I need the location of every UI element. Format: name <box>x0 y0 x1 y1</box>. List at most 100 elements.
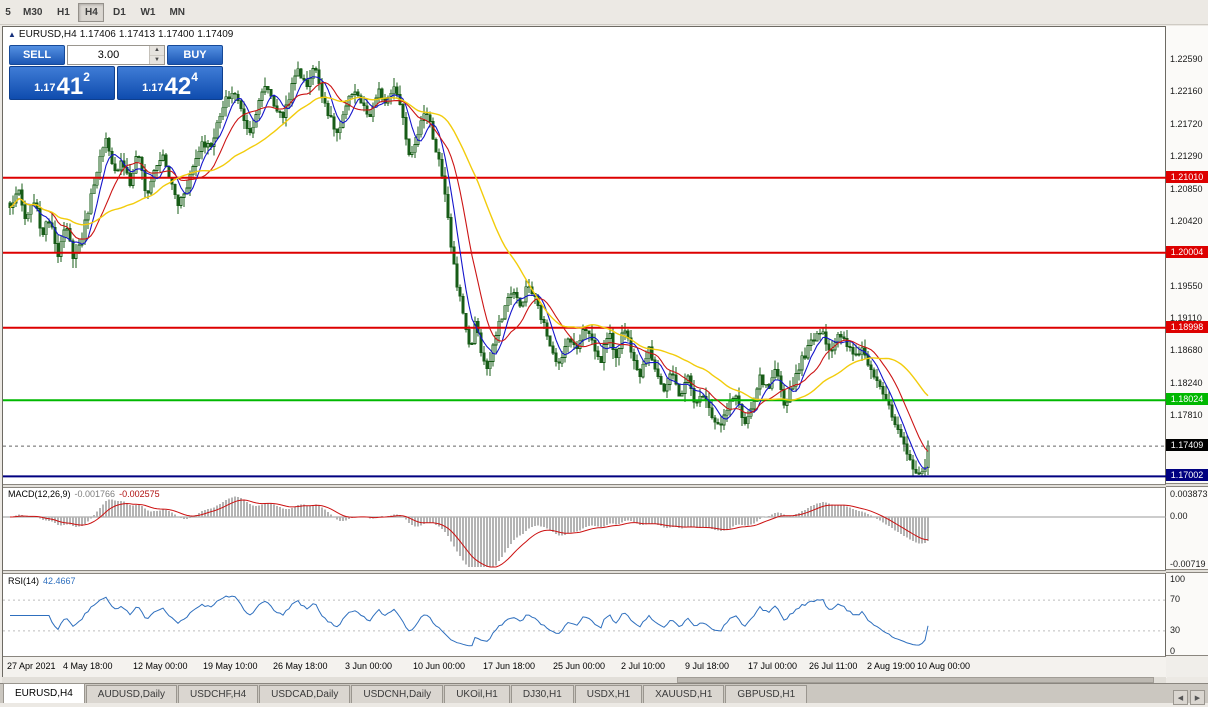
price-axis[interactable]: 1.22590 1.22160 1.21720 1.21290 1.20850 1.204… <box>1166 26 1208 677</box>
rsi-name: RSI(14) <box>8 576 40 586</box>
tab-scroll-right-icon[interactable]: ▶ <box>1190 690 1205 705</box>
price-tick-label: 1.20850 <box>1170 184 1203 194</box>
time-axis-label: 26 Jul 11:00 <box>809 661 858 671</box>
quote-close: 1.17409 <box>197 29 234 40</box>
time-axis-label: 19 May 10:00 <box>203 661 258 671</box>
price-level-label-1.20004: 1.20004 <box>1166 246 1208 258</box>
price-tick-label: 1.19110 <box>1170 313 1202 323</box>
sell-price-pips: 41 <box>56 72 84 100</box>
time-axis-label: 27 Apr 2021 <box>7 661 56 671</box>
chart-tab-ukoil-h1[interactable]: UKOil,H1 <box>444 685 510 703</box>
time-axis-label: 17 Jun 18:00 <box>483 661 536 671</box>
scrollbar-thumb[interactable] <box>677 677 1155 683</box>
sell-button[interactable]: SELL <box>9 45 65 65</box>
chart-tab-dj30-h1[interactable]: DJ30,H1 <box>510 685 574 703</box>
rsi-scale-label: 100 <box>1170 574 1186 584</box>
time-axis-strip <box>3 657 1167 678</box>
tab-scroll-arrows: ◀ ▶ <box>1173 690 1205 705</box>
buy-price-button[interactable]: 1.17 42 4 <box>117 66 223 100</box>
chart-tab-usdchf-h4[interactable]: USDCHF,H4 <box>178 685 259 703</box>
chart-tab-usdcad-daily[interactable]: USDCAD,Daily <box>259 685 351 703</box>
quote-symbol: EURUSD,H4 <box>18 29 77 40</box>
rsi-value: 42.4667 <box>43 576 76 586</box>
price-tick-label: 1.18680 <box>1170 345 1203 355</box>
candlesticks <box>8 61 930 477</box>
tab-scroll-left-icon[interactable]: ◀ <box>1173 690 1188 705</box>
quote-high: 1.17413 <box>118 29 156 40</box>
price-tick-label: 1.21720 <box>1170 119 1203 129</box>
chart-panel[interactable]: ▲ EURUSD,H4 1.17406 1.17413 1.17400 1.17409 S… <box>2 26 1167 678</box>
buy-price-pips: 42 <box>164 72 192 100</box>
price-tick-label: 1.22590 <box>1170 54 1203 64</box>
time-axis[interactable]: 27 Apr 2021 4 May 18:00 12 May 00:00 19 May… <box>3 657 1165 678</box>
quote-open: 1.17406 <box>79 29 116 40</box>
price-tick-label: 1.21290 <box>1170 151 1203 161</box>
macd-scale-label: -0.00719 <box>1170 559 1206 569</box>
timeframe-button-m30[interactable]: M30 <box>23 6 43 18</box>
rsi-label: RSI(14) 42.4667 <box>8 576 80 586</box>
macd-histogram <box>12 496 929 567</box>
chart-tab-gbpusd-h1[interactable]: GBPUSD,H1 <box>725 685 808 703</box>
price-tick-label: 1.19550 <box>1170 281 1203 291</box>
timeframe-button-h1[interactable]: H1 <box>57 6 70 18</box>
price-level-label-1.18998: 1.18998 <box>1166 321 1208 333</box>
volume-up-button[interactable]: ▲ <box>150 46 164 56</box>
time-axis-label: 4 May 18:00 <box>63 661 113 671</box>
chart-tab-bar: EURUSD,H4 AUDUSD,Daily USDCHF,H4 USDCAD,Dai… <box>0 683 1208 703</box>
quote-header: ▲ EURUSD,H4 1.17406 1.17413 1.17400 1.17409 <box>8 29 236 40</box>
macd-signal-line <box>9 499 929 568</box>
pane-splitter[interactable] <box>1166 569 1208 573</box>
one-click-collapse-icon[interactable]: ▲ <box>8 30 16 39</box>
time-axis-label: 2 Aug 19:00 <box>867 661 916 671</box>
sell-price-prefix: 1.17 <box>34 82 56 94</box>
price-level-label-1.18024: 1.18024 <box>1166 393 1208 405</box>
time-axis-label: 3 Jun 00:00 <box>345 661 393 671</box>
time-axis-label: 10 Jun 00:00 <box>413 661 466 671</box>
volume-down-button[interactable]: ▼ <box>150 55 164 64</box>
time-axis-label: 10 Aug 00:00 <box>917 661 971 671</box>
horizontal-scrollbar[interactable] <box>2 677 1166 683</box>
time-axis-label: 25 Jun 00:00 <box>553 661 606 671</box>
macd-scale-label: 0.00 <box>1170 511 1188 521</box>
rsi-scale-label: 30 <box>1170 625 1181 635</box>
price-level-label-1.17409: 1.17409 <box>1166 439 1208 451</box>
buy-price-prefix: 1.17 <box>142 82 164 94</box>
macd-main-value: -0.001766 <box>74 489 116 499</box>
timeframe-button-d1[interactable]: D1 <box>113 6 126 18</box>
price-level-label-1.17002: 1.17002 <box>1166 469 1208 481</box>
pane-splitter[interactable] <box>1166 483 1208 487</box>
macd-signal-value: -0.002575 <box>119 489 160 499</box>
rsi-scale-label: 0 <box>1170 646 1176 656</box>
sell-price-button[interactable]: 1.17 41 2 <box>9 66 115 100</box>
axis-corner <box>1166 655 1208 677</box>
buy-price-point: 4 <box>191 70 198 84</box>
volume-stepper[interactable]: 3.00 ▲ ▼ <box>67 45 165 65</box>
timeframe-button-5[interactable]: 5 <box>5 6 11 18</box>
ma-mid-line <box>9 82 929 452</box>
timeframe-button-h4[interactable]: H4 <box>78 2 105 22</box>
rsi-scale-label: 70 <box>1170 594 1181 604</box>
ma-fast-line <box>9 76 929 470</box>
price-level-label-1.21010: 1.21010 <box>1166 171 1208 183</box>
chart-tab-usdx-h1[interactable]: USDX,H1 <box>574 685 643 703</box>
macd-scale-label: 0.003873 <box>1170 489 1208 499</box>
rsi-line <box>10 595 929 647</box>
time-axis-label: 26 May 18:00 <box>273 661 328 671</box>
buy-button[interactable]: BUY <box>167 45 223 65</box>
volume-value[interactable]: 3.00 <box>97 49 120 61</box>
price-tick-label: 1.20420 <box>1170 216 1203 226</box>
quote-low: 1.17400 <box>158 29 195 40</box>
chart-canvas[interactable] <box>3 27 1167 678</box>
chart-tab-usdcnh-daily[interactable]: USDCNH,Daily <box>351 685 444 703</box>
chart-tab-eurusd-h4[interactable]: EURUSD,H4 <box>3 683 85 703</box>
sell-price-point: 2 <box>83 70 90 84</box>
ma-slow-line <box>9 96 929 401</box>
timeframe-button-w1[interactable]: W1 <box>140 6 156 18</box>
chart-tab-xauusd-h1[interactable]: XAUUSD,H1 <box>643 685 725 703</box>
timeframe-toolbar: 5 M30 H1 H4 D1 W1 MN <box>0 0 1208 25</box>
macd-label: MACD(12,26,9) -0.001766 -0.002575 <box>8 489 164 499</box>
chart-tab-audusd-daily[interactable]: AUDUSD,Daily <box>85 685 178 703</box>
timeframe-button-mn[interactable]: MN <box>169 6 186 18</box>
time-axis-label: 9 Jul 18:00 <box>685 661 730 671</box>
